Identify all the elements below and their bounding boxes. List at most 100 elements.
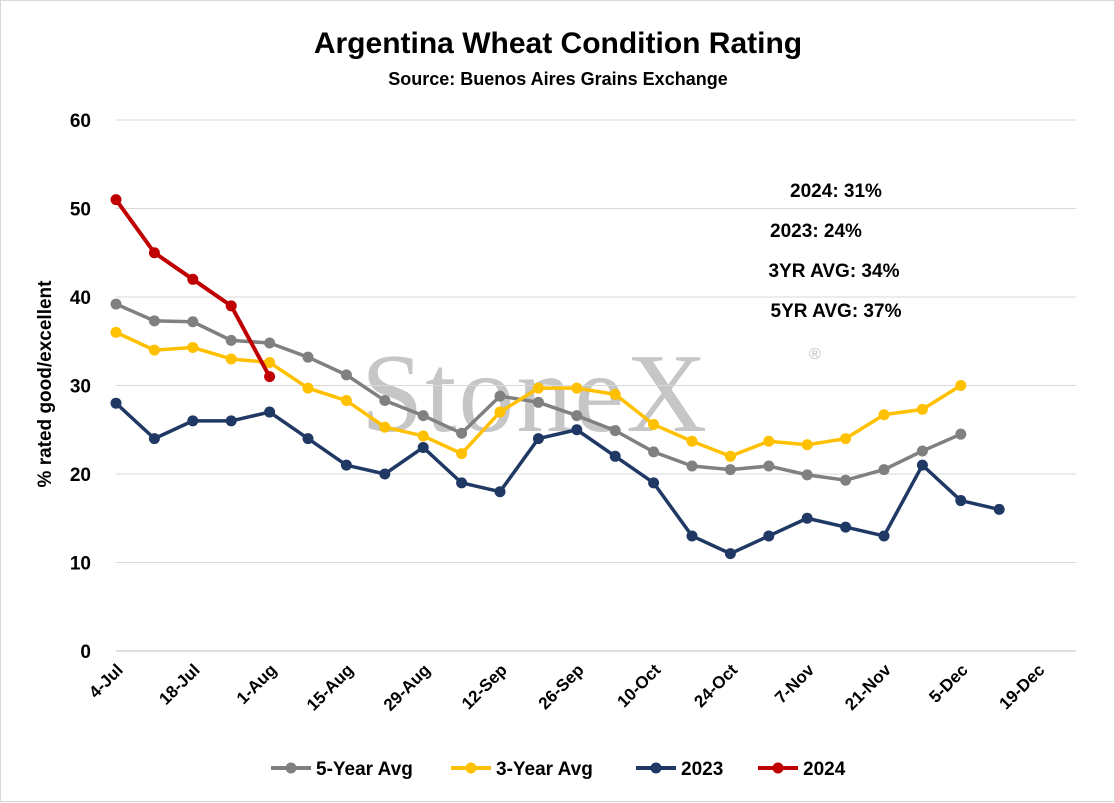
y-tick-label: 50 (70, 200, 91, 221)
legend-swatch-marker (465, 762, 477, 774)
data-point (302, 382, 314, 394)
data-point (801, 439, 813, 451)
data-point (225, 353, 237, 365)
data-point (763, 435, 775, 447)
data-point (955, 380, 967, 391)
data-point (110, 397, 122, 409)
x-tick-label: 29-Aug (380, 660, 434, 714)
data-point (724, 548, 736, 560)
x-tick-label: 1-Aug (233, 660, 280, 707)
data-point (648, 418, 660, 430)
data-point (840, 521, 852, 533)
data-point (148, 344, 160, 356)
gridlines (116, 119, 1076, 652)
data-point (456, 448, 468, 460)
data-point (417, 410, 429, 422)
legend-swatch-marker (772, 762, 784, 774)
data-point (187, 316, 199, 328)
data-point (417, 441, 429, 453)
x-tick-label: 18-Jul (155, 660, 203, 708)
data-point (686, 530, 698, 542)
data-point (456, 427, 468, 439)
x-tick-label: 15-Aug (303, 660, 357, 714)
data-point (763, 530, 775, 542)
data-point (686, 460, 698, 472)
y-tick-label: 10 (70, 554, 91, 575)
data-point (456, 477, 468, 489)
legend: 5-Year Avg 3-Year Avg 2023 2024 (271, 759, 846, 780)
data-point (379, 421, 391, 433)
data-point (148, 433, 160, 445)
data-point (648, 477, 660, 489)
data-point (686, 435, 698, 447)
y-tick-label: 30 (70, 377, 91, 398)
series-2023 (110, 397, 1005, 560)
legend-item: 3-Year Avg (451, 759, 593, 780)
data-point (494, 390, 506, 402)
x-tick-label: 12-Sep (458, 660, 511, 713)
annotation-3yr-avg: 3YR AVG: 34% (769, 261, 900, 282)
data-point (993, 503, 1005, 515)
data-point (878, 464, 890, 476)
series-3-year-avg (110, 326, 967, 462)
data-point (955, 495, 967, 507)
y-axis-ticks: 0 10 20 30 40 50 60 (70, 111, 91, 663)
data-point (264, 356, 276, 368)
data-point (916, 445, 928, 457)
chart-subtitle: Source: Buenos Aires Grains Exchange (388, 69, 727, 89)
data-point (187, 273, 199, 285)
x-tick-label: 5-Dec (925, 660, 971, 706)
data-point (763, 460, 775, 472)
data-point (494, 406, 506, 418)
annotation-2024: 2024: 31% (790, 181, 882, 202)
data-point (110, 194, 122, 206)
legend-label: 3-Year Avg (496, 759, 593, 780)
y-tick-label: 60 (70, 111, 91, 132)
data-point (840, 474, 852, 486)
data-point (110, 326, 122, 338)
data-point (609, 388, 621, 400)
data-point (801, 512, 813, 524)
data-point (840, 433, 852, 445)
legend-label: 2023 (681, 759, 723, 780)
data-point (264, 406, 276, 418)
data-point (571, 424, 583, 436)
series-5-year-avg (110, 298, 967, 486)
data-point (264, 337, 276, 349)
data-point (187, 415, 199, 427)
series-lines (110, 194, 1005, 560)
x-tick-label: 10-Oct (614, 660, 665, 711)
y-tick-label: 20 (70, 465, 91, 486)
data-point (916, 459, 928, 471)
series-line (114, 401, 1000, 556)
data-point (417, 430, 429, 442)
data-point (532, 433, 544, 445)
y-tick-label: 40 (70, 288, 91, 309)
annotation-2023: 2023: 24% (770, 221, 862, 242)
x-tick-label: 24-Oct (690, 660, 741, 711)
legend-item: 5-Year Avg (271, 759, 413, 780)
x-axis-ticks: 4-Jul 18-Jul 1-Aug 15-Aug 29-Aug 12-Sep 26-Sep… (85, 660, 1048, 715)
data-point (225, 334, 237, 346)
x-tick-label: 7-Nov (771, 660, 818, 707)
data-point (302, 351, 314, 363)
data-point (724, 464, 736, 476)
data-point (264, 371, 276, 383)
data-point (648, 446, 660, 458)
data-point (379, 395, 391, 407)
data-point (878, 409, 890, 421)
legend-label: 2024 (803, 759, 846, 780)
data-point (340, 369, 352, 381)
data-point (110, 298, 122, 310)
data-point (379, 468, 391, 480)
data-point (916, 403, 928, 415)
data-point (148, 315, 160, 327)
data-point (225, 415, 237, 427)
legend-label: 5-Year Avg (316, 759, 413, 780)
legend-item: 2023 (636, 759, 723, 780)
x-tick-label: 4-Jul (85, 660, 126, 701)
data-point (340, 459, 352, 471)
data-point (340, 395, 352, 407)
